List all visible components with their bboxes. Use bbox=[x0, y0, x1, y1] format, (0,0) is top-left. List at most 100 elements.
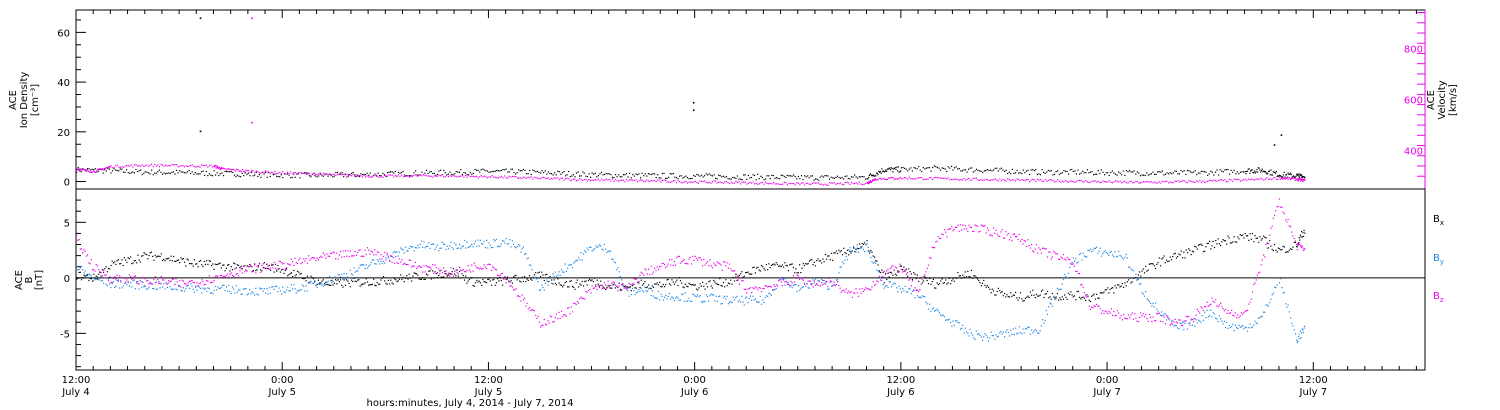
density-point bbox=[1250, 169, 1252, 171]
b-point-bx bbox=[833, 252, 835, 254]
b-point-bz bbox=[187, 282, 189, 284]
b-point-by bbox=[828, 288, 830, 290]
density-point bbox=[1035, 169, 1037, 171]
b-point-bz bbox=[160, 276, 162, 278]
velocity-point bbox=[725, 181, 728, 183]
b-point-by bbox=[887, 286, 889, 288]
density-point bbox=[830, 176, 832, 178]
velocity-point bbox=[957, 179, 959, 181]
b-point-bz bbox=[880, 279, 882, 281]
b-point-bx bbox=[956, 277, 958, 279]
b-point-bz bbox=[107, 280, 110, 282]
b-point-bx bbox=[573, 286, 575, 288]
b-point-bx bbox=[320, 282, 322, 284]
b-point-by bbox=[511, 240, 513, 242]
velocity-point bbox=[761, 181, 763, 183]
b-point-bz bbox=[92, 269, 94, 271]
b-point-bz bbox=[1204, 305, 1206, 308]
b-point-bz bbox=[1121, 319, 1123, 321]
b-point-by bbox=[618, 271, 620, 273]
velocity-point bbox=[344, 174, 346, 176]
density-point bbox=[1254, 172, 1256, 174]
velocity-point bbox=[743, 181, 745, 183]
b-point-by bbox=[87, 275, 89, 277]
b-point-bz bbox=[1053, 250, 1055, 252]
b-point-bx bbox=[107, 267, 110, 270]
velocity-point bbox=[847, 182, 849, 184]
b-point-bx bbox=[579, 283, 581, 285]
b-point-bz bbox=[487, 263, 489, 265]
b-point-by bbox=[375, 263, 377, 265]
b-point-bz bbox=[829, 280, 831, 282]
b-point-bz bbox=[1082, 286, 1084, 288]
velocity-point bbox=[319, 173, 321, 175]
density-point bbox=[585, 175, 587, 177]
density-point bbox=[382, 172, 384, 174]
b-point-by bbox=[296, 290, 299, 292]
b-point-by bbox=[298, 290, 300, 292]
density-point bbox=[335, 171, 337, 174]
density-point bbox=[554, 172, 556, 174]
b-point-bx bbox=[876, 260, 878, 262]
b-point-by bbox=[1050, 303, 1052, 305]
b-point-bx bbox=[222, 264, 224, 266]
b-point-bx bbox=[337, 279, 339, 281]
b-point-bx bbox=[447, 274, 450, 276]
b-point-bx bbox=[460, 277, 462, 279]
density-point bbox=[168, 172, 170, 174]
b-point-by bbox=[173, 288, 175, 290]
velocity-point bbox=[468, 174, 470, 176]
density-point bbox=[821, 175, 823, 177]
velocity-point bbox=[736, 181, 738, 183]
b-point-by bbox=[525, 253, 527, 255]
b-point-bx bbox=[676, 279, 678, 281]
b-point-by bbox=[1002, 331, 1004, 333]
b-point-bz bbox=[899, 263, 901, 265]
b-point-by bbox=[1044, 319, 1046, 322]
b-point-bz bbox=[535, 314, 537, 316]
b-point-bz bbox=[465, 271, 467, 273]
b-point-bx bbox=[1161, 258, 1163, 260]
b-point-bz bbox=[1022, 243, 1024, 245]
b-point-bx bbox=[571, 286, 574, 288]
velocity-point bbox=[480, 175, 482, 177]
b-point-bz bbox=[1083, 292, 1085, 294]
b-point-bx bbox=[281, 269, 283, 271]
density-point bbox=[201, 171, 203, 173]
density-point bbox=[394, 170, 396, 172]
b-point-bx bbox=[1046, 290, 1049, 293]
b-point-bx bbox=[919, 277, 921, 279]
b-point-bx bbox=[860, 246, 862, 248]
density-point bbox=[930, 170, 932, 172]
velocity-point bbox=[624, 181, 626, 183]
b-point-by bbox=[358, 267, 360, 269]
b-point-bz bbox=[1038, 247, 1040, 249]
b-point-by bbox=[295, 292, 297, 294]
b-point-by bbox=[231, 286, 234, 288]
b-point-by bbox=[644, 286, 646, 288]
b-point-by bbox=[1266, 304, 1268, 306]
b-point-bz bbox=[266, 268, 268, 270]
b-point-bx bbox=[586, 284, 588, 286]
b-point-bx bbox=[781, 264, 783, 266]
velocity-point bbox=[224, 168, 226, 170]
b-point-bz bbox=[208, 275, 210, 277]
b-point-bx bbox=[646, 286, 648, 288]
b-point-by bbox=[747, 302, 749, 304]
density-point bbox=[943, 167, 945, 169]
density-point bbox=[1228, 173, 1231, 175]
velocity-point bbox=[244, 170, 246, 172]
b-point-bx bbox=[888, 276, 890, 278]
density-point bbox=[952, 169, 954, 171]
b-point-bx bbox=[1260, 239, 1262, 241]
b-point-by bbox=[969, 328, 971, 331]
b-point-bx bbox=[175, 260, 177, 262]
velocity-point bbox=[966, 178, 968, 180]
b-point-bz bbox=[396, 262, 398, 264]
b-point-bz bbox=[466, 269, 468, 271]
density-point bbox=[768, 175, 770, 177]
b-point-bx bbox=[645, 287, 647, 289]
velocity-point bbox=[1186, 182, 1188, 184]
b-point-by bbox=[614, 262, 617, 264]
b-point-bx bbox=[821, 262, 823, 264]
